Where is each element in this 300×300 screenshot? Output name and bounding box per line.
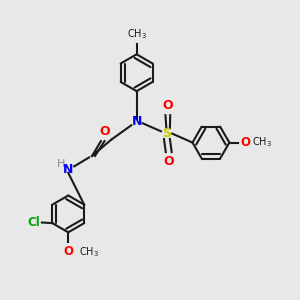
- Text: Cl: Cl: [27, 216, 40, 229]
- Text: N: N: [131, 115, 142, 128]
- Text: O: O: [163, 99, 173, 112]
- Text: O: O: [164, 155, 174, 168]
- Text: O: O: [241, 136, 251, 149]
- Text: O: O: [99, 125, 110, 138]
- Text: N: N: [63, 163, 74, 176]
- Text: S: S: [162, 127, 171, 140]
- Text: CH$_3$: CH$_3$: [252, 136, 272, 149]
- Text: CH$_3$: CH$_3$: [79, 245, 99, 259]
- Text: CH$_3$: CH$_3$: [127, 27, 147, 41]
- Text: O: O: [63, 245, 73, 258]
- Text: H: H: [57, 159, 65, 169]
